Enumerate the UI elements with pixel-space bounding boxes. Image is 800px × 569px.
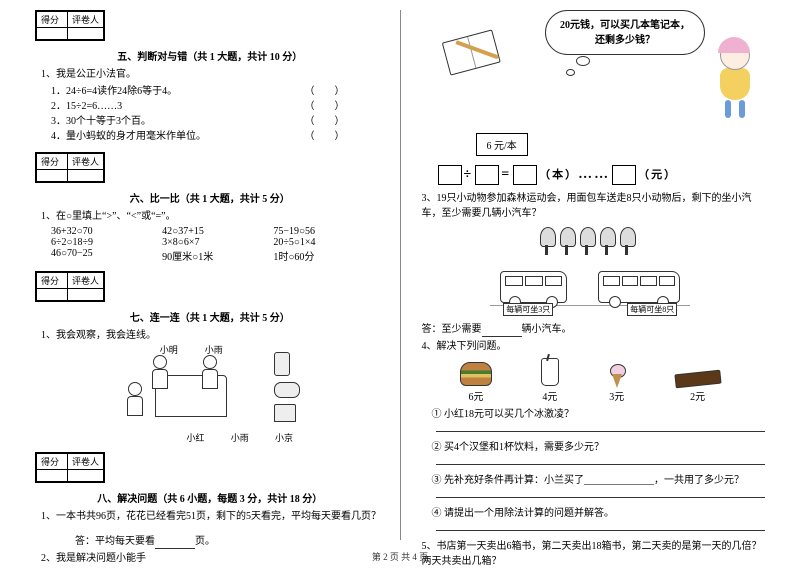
notebook-problem-scene: 20元钱，可以买几本笔记本， 还剩多少钱？ xyxy=(416,10,766,130)
blank-box[interactable] xyxy=(612,165,636,185)
q4-sub: ④ 请提出一个用除法计算的问题并解答。 xyxy=(432,506,766,521)
q4-sub: ③ 先补充好条件再计算：小兰买了______________，一共用了多少元？ xyxy=(432,473,766,488)
q4-title: 4、解决下列问题。 xyxy=(422,339,766,354)
s7-intro: 1、我会观察，我会连线。 xyxy=(41,328,385,343)
s5-item: 2．15÷2=6……3（ ） xyxy=(51,99,385,114)
section-7-title: 七、连一连（共 1 大题，共计 5 分） xyxy=(35,309,385,324)
blank-box[interactable] xyxy=(513,165,537,185)
section-6-title: 六、比一比（共 1 大题，共计 5 分） xyxy=(35,190,385,205)
score-label: 得分 xyxy=(37,12,68,28)
bus-illustration: 每辆可坐3只 每辆可坐8只 xyxy=(490,225,690,306)
score-box: 得分评卷人 xyxy=(35,452,105,483)
s5-intro: 1、我是公正小法官。 xyxy=(41,67,385,82)
icecream-icon xyxy=(608,364,626,386)
s6-intro: 1、在○里填上“>”、“<”或“=”。 xyxy=(41,209,385,224)
s5-item: 1．24÷6=4读作24除6等于4。（ ） xyxy=(51,84,385,99)
q3-text: 3、19只小动物参加森林运动会，用面包车送走8只小动物后，剩下的坐小汽车，至少需… xyxy=(422,191,766,221)
right-column: 20元钱，可以买几本笔记本， 还剩多少钱？ 6 元/本 ÷=（本）……（元） 3… xyxy=(401,10,781,545)
compare-row: 46○70−2590厘米○1米1时○60分 xyxy=(51,248,385,263)
food-chocolate: 2元 xyxy=(675,366,721,403)
q4-sub: ① 小红18元可以买几个冰激凌？ xyxy=(432,407,766,422)
q3-answer: 答：至少需要辆小汽车。 xyxy=(422,322,766,337)
answer-line[interactable] xyxy=(436,496,766,498)
page-footer: 第 2 页 共 4 页 xyxy=(0,550,800,563)
answer-line[interactable] xyxy=(436,430,766,432)
chocolate-icon xyxy=(674,370,721,389)
compare-row: 6÷2○18÷93×8○6×720÷5○1×4 xyxy=(51,237,385,248)
matching-illustration: 小明 小雨 xyxy=(120,347,300,427)
thought-bubble: 20元钱，可以买几本笔记本， 还剩多少钱？ xyxy=(545,10,705,55)
drink-icon xyxy=(541,358,559,386)
s8-q1: 1、一本书共96页，花花已经看完51页，剩下的5天看完，平均每天要看几页？ xyxy=(41,509,385,524)
blank-box[interactable] xyxy=(438,165,462,185)
section-5-title: 五、判断对与错（共 1 大题，共计 10 分） xyxy=(35,48,385,63)
s5-item: 3．30个十等于3个百。（ ） xyxy=(51,114,385,129)
burger-icon xyxy=(460,362,492,386)
food-price-row: 6元 4元 3元 2元 xyxy=(436,358,746,403)
answer-line[interactable] xyxy=(436,529,766,531)
compare-row: 36+32○7042○37+1575−19○56 xyxy=(51,226,385,237)
score-box: 得分评卷人 xyxy=(35,10,105,41)
blank-field[interactable] xyxy=(482,326,522,337)
girl-illustration xyxy=(710,40,760,130)
food-drink: 4元 xyxy=(541,358,559,403)
answer-line[interactable] xyxy=(436,463,766,465)
price-label: 6 元/本 xyxy=(476,133,528,156)
match-targets xyxy=(274,352,300,428)
left-column: 得分评卷人 五、判断对与错（共 1 大题，共计 10 分） 1、我是公正小法官。… xyxy=(20,10,400,545)
blank-box[interactable] xyxy=(475,165,499,185)
fill-equation: ÷=（本）……（元） xyxy=(436,165,766,185)
score-box: 得分评卷人 xyxy=(35,152,105,183)
s5-item: 4．量小蚂蚁的身才用毫米作单位。（ ） xyxy=(51,129,385,144)
q4-sub: ② 买4个汉堡和1杯饮料，需要多少元？ xyxy=(432,440,766,455)
food-burger: 6元 xyxy=(460,362,492,403)
blank-field[interactable] xyxy=(155,538,195,549)
grader-label: 评卷人 xyxy=(68,12,104,28)
food-icecream: 3元 xyxy=(608,364,626,403)
notebook-icon xyxy=(441,29,504,82)
score-box: 得分评卷人 xyxy=(35,271,105,302)
section-8-title: 八、解决问题（共 6 小题，每题 3 分，共计 18 分） xyxy=(35,490,385,505)
s8-q1-answer: 答：平均每天要看页。 xyxy=(75,534,385,549)
